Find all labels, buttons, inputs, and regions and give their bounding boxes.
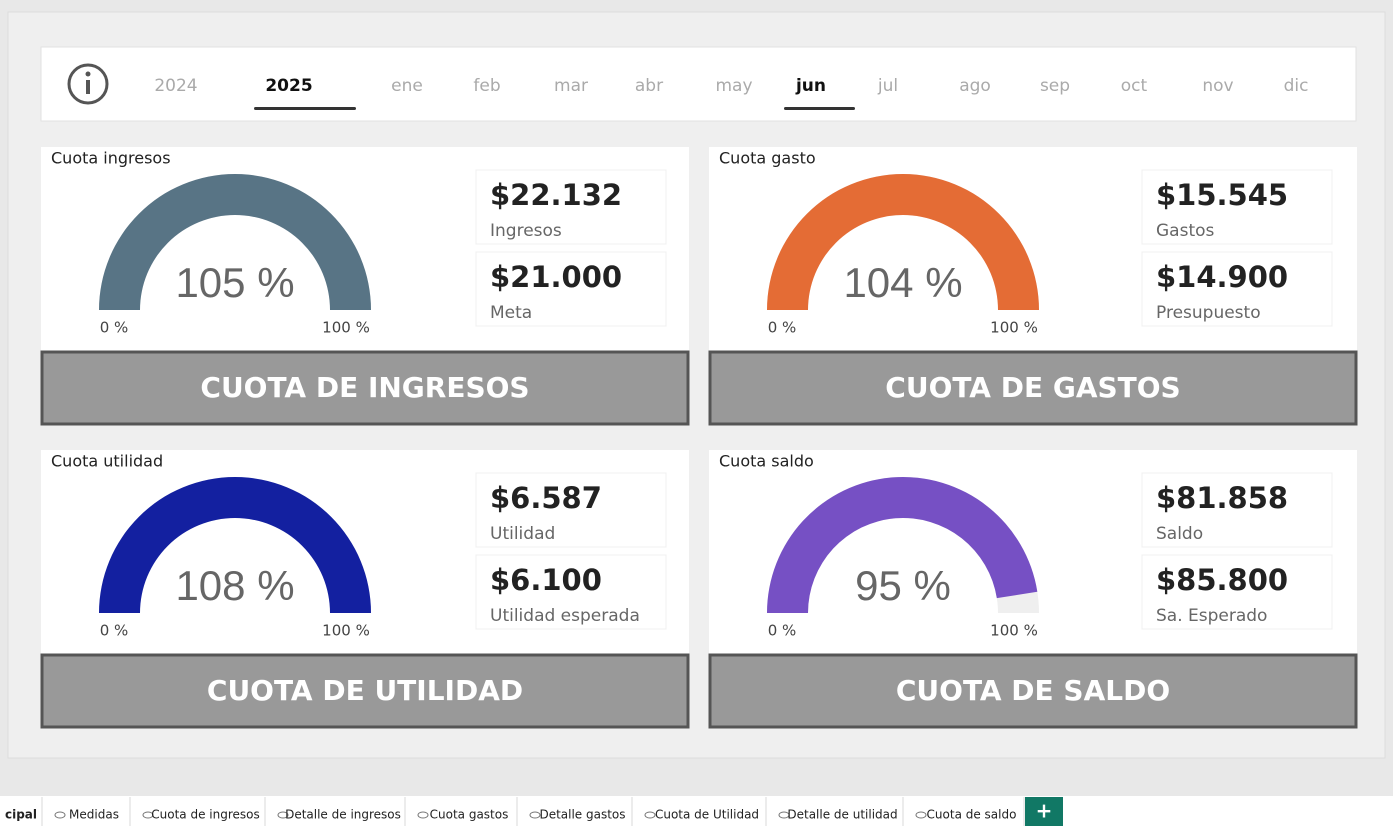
kpi-label: Meta [490,303,532,323]
month-option[interactable]: ene [391,76,423,96]
gauge-max: 100 % [990,319,1038,337]
hidden-icon [277,811,289,819]
month-option[interactable]: feb [473,76,500,96]
page-tab[interactable]: Detalle gastos [539,808,625,822]
hidden-icon [644,811,656,819]
month-option[interactable]: abr [635,76,663,96]
gauge-value: 95 % [855,562,951,609]
kpi-label: Sa. Esperado [1156,606,1267,626]
quota-card: Cuota ingresos 105 % 0 % 100 % $22.132 Ingres… [40,147,690,426]
gauge-value: 105 % [175,259,294,306]
kpi-label: Utilidad [490,524,555,544]
card-title: Cuota gasto [719,149,816,168]
banner-text[interactable]: CUOTA DE UTILIDAD [207,674,523,707]
page-tab[interactable]: Cuota de Utilidad [655,808,759,822]
slicer-bar [40,46,1357,122]
hidden-icon [915,811,927,819]
kpi-label: Presupuesto [1156,303,1261,323]
kpi-value: $6.587 [490,481,602,515]
add-page-label[interactable]: + [1036,799,1053,823]
quota-card: Cuota utilidad 108 % 0 % 100 % $6.587 Utilida… [40,450,690,729]
info-icon-dot [85,71,91,77]
kpi-box [1141,169,1333,245]
gauge-fill [767,477,1038,613]
gauge-min: 0 % [100,319,129,337]
gauge-max: 100 % [990,622,1038,640]
month-option[interactable]: dic [1284,76,1309,96]
kpi-label: Gastos [1156,221,1215,241]
page-tab[interactable]: Cuota de saldo [927,808,1017,822]
gauge-min: 0 % [768,319,797,337]
info-icon[interactable] [67,63,109,105]
card-title: Cuota utilidad [51,452,163,471]
page-tab[interactable]: Detalle de utilidad [787,808,897,822]
page-tab[interactable]: Medidas [69,808,119,822]
quota-card: Cuota gasto 104 % 0 % 100 % $15.545 Gastos $14… [708,147,1358,426]
kpi-label: Ingresos [490,221,562,241]
hidden-icon [142,811,154,819]
kpi-value: $14.900 [1156,260,1288,294]
gauge-min: 0 % [768,622,797,640]
gauge-fill [99,174,371,310]
month-option[interactable]: may [715,76,752,96]
banner-text[interactable]: CUOTA DE SALDO [896,674,1170,707]
kpi-box [475,169,667,245]
kpi-box [475,554,667,630]
page-tab[interactable]: Cuota de ingresos [151,808,259,822]
kpi-value: $85.800 [1156,563,1288,597]
hidden-icon [54,811,66,819]
kpi-value: $21.000 [490,260,622,294]
quota-card: Cuota saldo 95 % 0 % 100 % $81.858 Saldo $85.8… [708,450,1358,729]
month-option[interactable]: jun [795,76,826,96]
month-option[interactable]: ago [959,76,991,96]
kpi-label: Utilidad esperada [490,606,640,626]
banner-text[interactable]: CUOTA DE INGRESOS [200,371,529,404]
month-option[interactable]: oct [1121,76,1148,96]
kpi-box [1141,554,1333,630]
kpi-value: $6.100 [490,563,602,597]
kpi-value: $81.858 [1156,481,1288,515]
tab-bar [0,796,1393,826]
card-title: Cuota ingresos [51,149,171,168]
kpi-value: $22.132 [490,178,622,212]
hidden-icon [529,811,541,819]
year-option[interactable]: 2025 [265,76,312,96]
gauge-fill [767,174,1039,310]
kpi-box [475,251,667,327]
month-option[interactable]: jul [877,76,898,96]
kpi-label: Saldo [1156,524,1203,544]
gauge-value: 108 % [175,562,294,609]
kpi-box [1141,472,1333,548]
banner-button[interactable] [40,350,690,426]
month-option[interactable]: nov [1202,76,1233,96]
month-option[interactable]: mar [554,76,588,96]
gauge-min: 0 % [100,622,129,640]
gauge-max: 100 % [322,622,370,640]
page-tab[interactable]: Cuota gastos [430,808,509,822]
kpi-value: $15.545 [1156,178,1288,212]
gauge-value: 104 % [843,259,962,306]
selected-underline [254,107,356,110]
info-icon-bar [86,80,90,94]
gauge-max: 100 % [322,319,370,337]
page-tab[interactable]: cipal [5,808,37,822]
kpi-box [475,472,667,548]
selected-underline [784,107,855,110]
banner-button[interactable] [708,653,1358,729]
month-option[interactable]: sep [1040,76,1070,96]
kpi-box [1141,251,1333,327]
card-title: Cuota saldo [719,452,814,471]
banner-button[interactable] [40,653,690,729]
page-tab[interactable]: Detalle de ingresos [285,808,401,822]
year-option[interactable]: 2024 [154,76,197,96]
add-page-button[interactable] [1025,797,1063,826]
banner-text[interactable]: CUOTA DE GASTOS [885,371,1180,404]
hidden-icon [417,811,429,819]
hidden-icon [778,811,790,819]
gauge-fill [99,477,371,613]
banner-button[interactable] [708,350,1358,426]
